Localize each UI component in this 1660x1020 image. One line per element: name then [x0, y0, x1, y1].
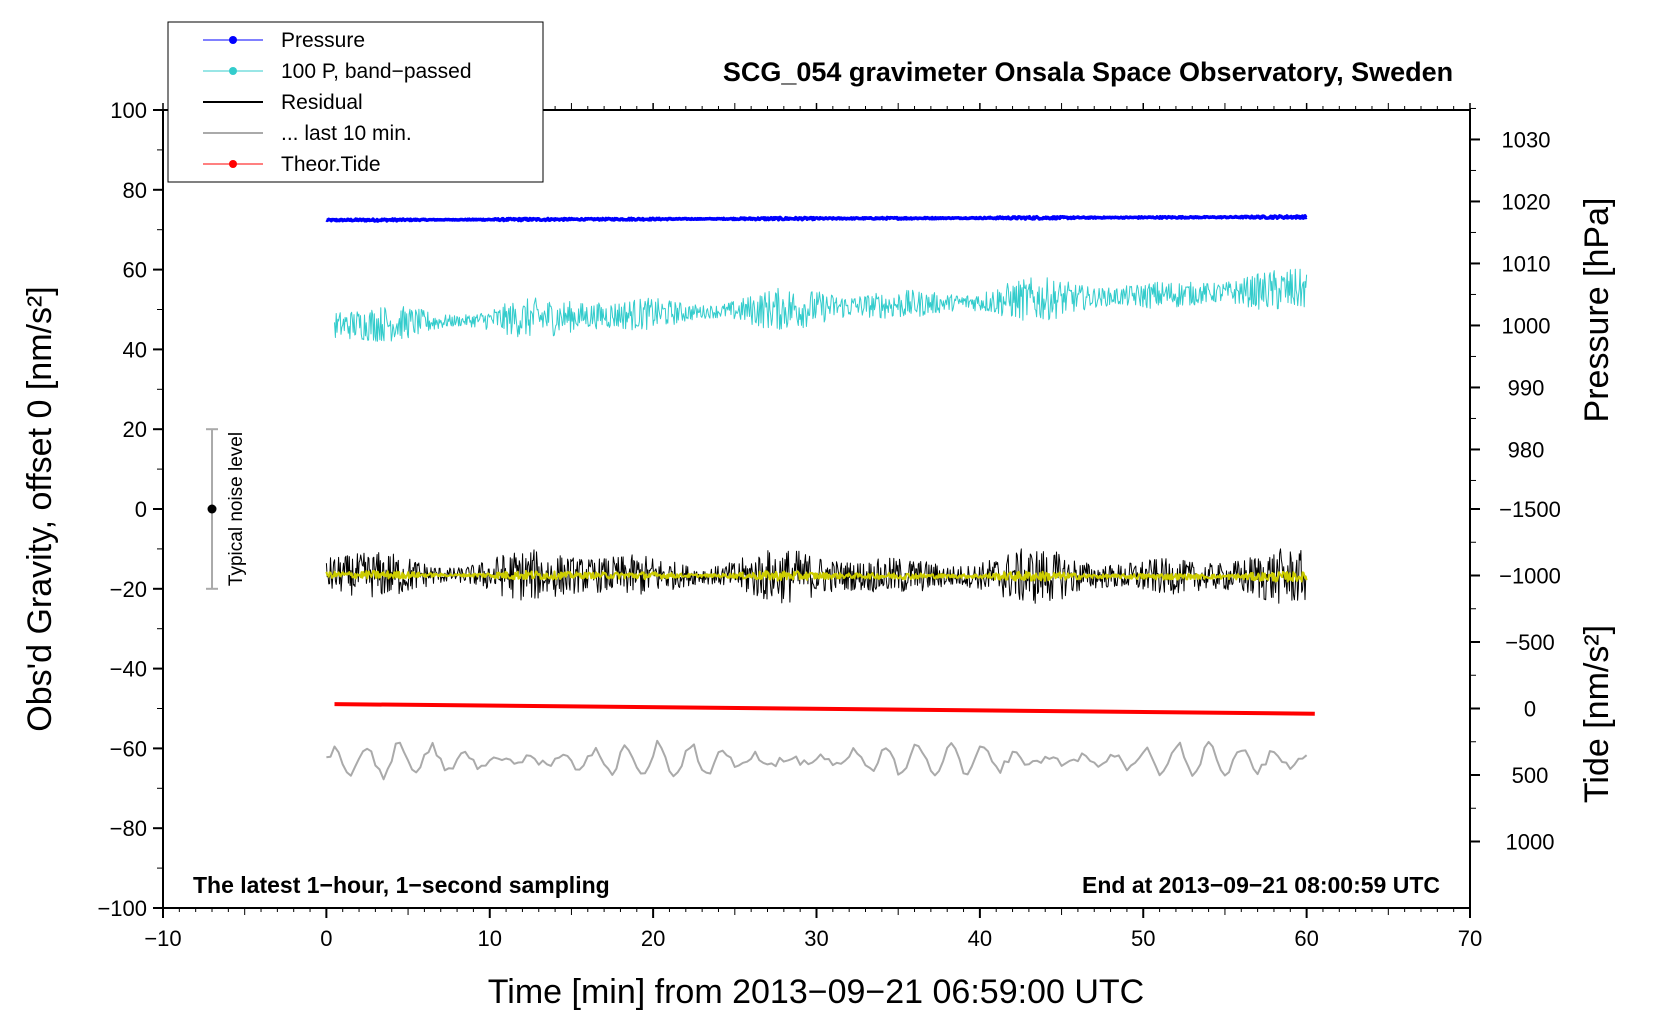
pressure-tick-label: 1020 — [1502, 189, 1551, 214]
noise-bar: Typical noise level — [206, 428, 247, 590]
y-tick-label: −40 — [110, 657, 147, 682]
tide-tick-label: −1500 — [1499, 497, 1561, 522]
y-tick-label: 100 — [110, 98, 147, 123]
y-tick-label: 0 — [135, 497, 147, 522]
x-tick-label: 10 — [478, 926, 502, 951]
series-line-theor-tide — [334, 702, 1315, 716]
chart-title: SCG_054 gravimeter Onsala Space Observat… — [723, 57, 1453, 87]
legend-entries: Pressure 100 P, band−passed Residual ... la… — [203, 29, 472, 176]
series-line-residual — [325, 548, 1308, 604]
legend-marker-pressure — [229, 36, 237, 44]
y-tick-label: 60 — [123, 258, 147, 283]
x-tick-label: −10 — [144, 926, 181, 951]
y-tick-label: 40 — [123, 337, 147, 362]
legend-label-theor-tide: Theor.Tide — [281, 153, 381, 176]
pressure-tick-label: 1010 — [1502, 251, 1551, 276]
legend: Pressure 100 P, band−passed Residual ... la… — [167, 21, 544, 183]
legend-label-100-p-band-passed: 100 P, band−passed — [281, 60, 472, 83]
series-line-residual-smoothed — [325, 569, 1308, 583]
legend-marker-100-p-band-passed — [229, 67, 237, 75]
pressure-tick-label: 990 — [1508, 375, 1545, 400]
y-tick-label: 20 — [123, 417, 147, 442]
noise-bar-dot — [207, 504, 217, 514]
axis-ticks: −10 0 10 20 30 40 50 60 70−100−80−60−40−20020406… — [97, 98, 1560, 951]
note-end-time: End at 2013−09−21 08:00:59 UTC — [1082, 872, 1440, 898]
x-tick-label: 70 — [1458, 926, 1482, 951]
series-layer — [325, 214, 1315, 781]
y-tick-label: 80 — [123, 178, 147, 203]
pressure-tick-label: 980 — [1508, 437, 1545, 462]
pressure-tick-label: 1000 — [1502, 313, 1551, 338]
x-tick-label: 60 — [1294, 926, 1318, 951]
x-tick-label: 40 — [968, 926, 992, 951]
y-tick-label: −100 — [97, 896, 147, 921]
y-axis-title-tide: Tide [nm/s²] — [1578, 625, 1616, 803]
legend-marker-theor-tide — [229, 160, 237, 168]
legend-label-residual: Residual — [281, 91, 363, 114]
y-tick-label: −80 — [110, 816, 147, 841]
x-tick-label: 0 — [320, 926, 332, 951]
x-tick-label: 30 — [804, 926, 828, 951]
series-line-last-10-min — [326, 739, 1308, 781]
x-axis-title: Time [min] from 2013−09−21 06:59:00 UTC — [488, 973, 1144, 1011]
tide-tick-label: 1000 — [1506, 830, 1555, 855]
legend-label-last-10-min: ... last 10 min. — [281, 122, 412, 145]
x-tick-label: 50 — [1131, 926, 1155, 951]
y-axis-title-left: Obs'd Gravity, offset 0 [nm/s²] — [21, 286, 59, 732]
noise-bar-label: Typical noise level — [226, 432, 247, 586]
y-tick-label: −20 — [110, 577, 147, 602]
x-tick-label: 20 — [641, 926, 665, 951]
y-axis-title-pressure: Pressure [hPa] — [1578, 198, 1616, 423]
pressure-tick-label: 1030 — [1502, 127, 1551, 152]
legend-label-pressure: Pressure — [281, 29, 365, 52]
tide-tick-label: 0 — [1524, 697, 1536, 722]
series-line-pressure — [325, 214, 1308, 223]
note-sampling: The latest 1−hour, 1−second sampling — [193, 872, 610, 898]
series-line-100-p-band-passed — [334, 268, 1308, 342]
tide-tick-label: −500 — [1505, 630, 1555, 655]
tide-tick-label: −1000 — [1499, 564, 1561, 589]
y-tick-label: −60 — [110, 736, 147, 761]
tide-tick-label: 500 — [1512, 763, 1549, 788]
